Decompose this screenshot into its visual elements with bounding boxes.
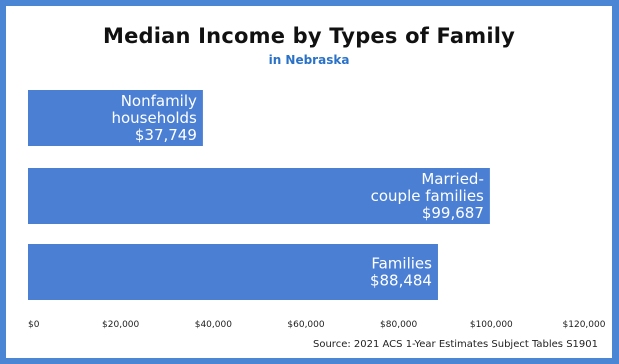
x-tick-label: $60,000 (287, 320, 324, 330)
data-label-married-couple-families: Married-couple families $99,687 (371, 170, 484, 222)
bar-married-couple-families (28, 168, 490, 224)
x-tick-label: $120,000 (563, 320, 606, 330)
x-tick-label: $0 (28, 320, 40, 330)
data-label-families: Families $88,484 (370, 255, 432, 290)
x-tick-label: $80,000 (380, 320, 417, 330)
chart-subtitle: in Nebraska (268, 53, 350, 67)
x-tick-label: $40,000 (195, 320, 232, 330)
bar-nonfamily-households (28, 90, 203, 146)
chart-card: Median Income by Types of Family in Nebr… (6, 6, 612, 358)
chart-title: Median Income by Types of Family (102, 24, 516, 48)
data-label-nonfamily-households: Nonfamily households $37,749 (111, 92, 197, 144)
bar-families (28, 244, 438, 300)
bar-chart-plot: Nonfamily households $37,749 Married-couple… (28, 90, 606, 330)
x-tick-label: $100,000 (470, 320, 513, 330)
source-note: Source: 2021 ACS 1-Year Estimates Subjec… (313, 339, 598, 350)
x-tick-label: $20,000 (102, 320, 139, 330)
